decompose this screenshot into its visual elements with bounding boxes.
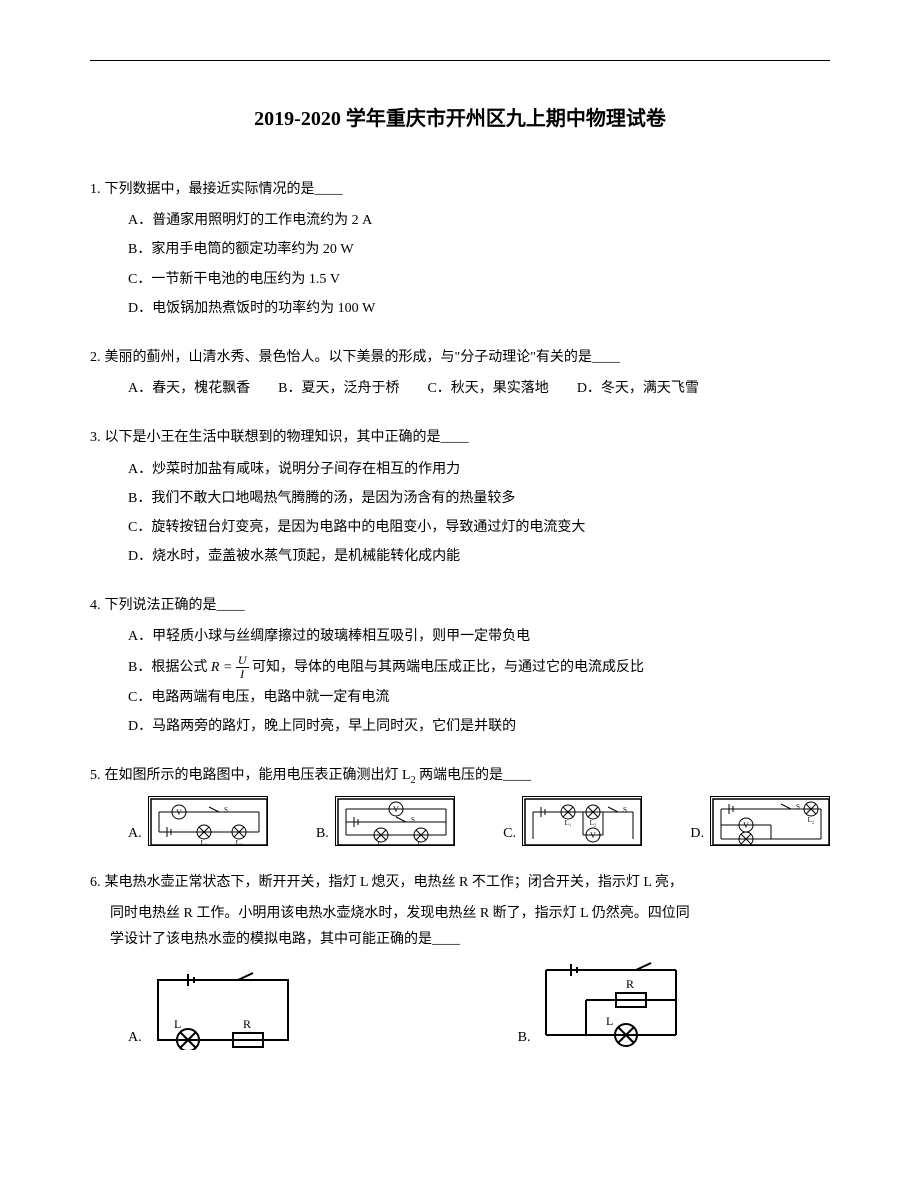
q1-number: 1. [90,177,101,202]
q2-option-c: C．秋天，果实落地 [427,376,548,401]
svg-text:L₂: L₂ [808,816,815,824]
q1-option-d: D．电饭锅加热煮饭时的功率约为 100 W [128,296,830,321]
q4-option-c: C．电路两端有电压，电路中就一定有电流 [128,685,830,710]
q5-c-label: C. [503,821,516,846]
q4-b-pre: B．根据公式 [128,660,211,675]
circuit-diagram-b-icon: V S L₁ L₂ [335,796,455,846]
formula-r-equals: R = [211,660,236,675]
q6-stem-line3: 学设计了该电热水壶的模拟电路，其中可能正确的是____ [90,927,830,952]
q2-option-d: D．冬天，满天飞雪 [577,376,699,401]
q1-option-b: B．家用手电筒的额定功率约为 20 W [128,237,830,262]
header-rule [90,60,830,61]
q3-stem: 以下是小王在生活中联想到的物理知识，其中正确的是____ [105,425,831,450]
svg-text:S: S [796,803,800,811]
svg-text:L₂: L₂ [235,839,242,846]
q5-stem-pre: 在如图所示的电路图中，能用电压表正确测出灯 L [105,768,411,783]
q6-stem-line2: 同时电热丝 R 工作。小明用该电热水壶烧水时，发现电热丝 R 断了，指示灯 L … [90,901,830,926]
svg-text:L₁: L₁ [743,843,750,846]
circuit-diagram-q6a-icon: L R [148,970,298,1050]
q2-number: 2. [90,345,101,370]
circuit-diagram-a-icon: V S L₁ L₂ [148,796,268,846]
q5-option-b: B. V S L₁ L₂ [316,796,455,846]
question-6: 6. 某电热水壶正常状态下，断开开关，指灯 L 熄灭，电热丝 R 不工作；闭合开… [90,870,830,1050]
q1-option-c: C．一节新干电池的电压约为 1.5 V [128,267,830,292]
q6-option-a: A. L R [128,970,298,1050]
q3-number: 3. [90,425,101,450]
q6-b-label: B. [518,1025,531,1050]
q6-option-b: B. R L [518,960,687,1050]
q4-number: 4. [90,593,101,618]
circuit-diagram-q6b-icon: R L [536,960,686,1050]
q4-b-post: 可知，导体的电阻与其两端电压成正比，与通过它的电流成反比 [249,660,645,675]
circuit-diagram-c-icon: S L₁ L₂ V [522,796,642,846]
q2-option-a: A．春天，槐花飘香 [128,376,250,401]
exam-title: 2019-2020 学年重庆市开州区九上期中物理试卷 [90,101,830,137]
question-3: 3. 以下是小王在生活中联想到的物理知识，其中正确的是____ A．炒菜时加盐有… [90,425,830,569]
svg-text:L₂: L₂ [417,841,424,846]
svg-text:V: V [590,831,596,840]
question-2: 2. 美丽的蓟州，山清水秀、景色怡人。以下美景的形成，与"分子动理论"有关的是_… [90,345,830,401]
q5-b-label: B. [316,821,329,846]
svg-text:R: R [626,977,634,991]
q5-option-d: D. S L₂ V L₁ [690,796,830,846]
svg-text:S: S [224,806,228,814]
circuit-diagram-d-icon: S L₂ V L₁ [710,796,830,846]
q4-option-b: B．根据公式 R = UI 可知，导体的电阻与其两端电压成正比，与通过它的电流成… [128,654,830,681]
svg-text:V: V [176,808,182,817]
svg-text:L₂: L₂ [590,819,597,827]
q6-stem-line1: 某电热水壶正常状态下，断开开关，指灯 L 熄灭，电热丝 R 不工作；闭合开关，指… [105,870,831,895]
svg-text:S: S [623,806,627,814]
q5-number: 5. [90,763,101,790]
svg-text:L: L [174,1017,181,1031]
q5-option-a: A. V S L₁ L₂ [128,796,268,846]
q2-option-b: B．夏天，泛舟于桥 [278,376,399,401]
svg-text:L₁: L₁ [200,839,207,846]
svg-text:L: L [606,1014,613,1028]
q2-stem: 美丽的蓟州，山清水秀、景色怡人。以下美景的形成，与"分子动理论"有关的是____ [105,345,831,370]
q5-a-label: A. [128,821,142,846]
q3-option-d: D．烧水时，壶盖被水蒸气顶起，是机械能转化成内能 [128,544,830,569]
question-4: 4. 下列说法正确的是____ A．甲轻质小球与丝绸摩擦过的玻璃棒相互吸引，则甲… [90,593,830,739]
q5-option-c: C. S L₁ L₂ V [503,796,642,846]
q5-stem-post: 两端电压的是____ [416,768,532,783]
q3-option-a: A．炒菜时加盐有咸味，说明分子间存在相互的作用力 [128,457,830,482]
q3-option-c: C．旋转按钮台灯变亮，是因为电路中的电阻变小，导致通过灯的电流变大 [128,515,830,540]
q5-d-label: D. [690,821,704,846]
fraction-icon: UI [236,654,249,681]
q6-number: 6. [90,870,101,895]
svg-text:R: R [243,1017,251,1031]
q6-a-label: A. [128,1025,142,1050]
question-5: 5. 在如图所示的电路图中，能用电压表正确测出灯 L2 两端电压的是____ A… [90,763,830,846]
q3-option-b: B．我们不敢大口地喝热气腾腾的汤，是因为汤含有的热量较多 [128,486,830,511]
svg-text:V: V [743,821,749,830]
q4-stem: 下列说法正确的是____ [105,593,831,618]
question-1: 1. 下列数据中，最接近实际情况的是____ A．普通家用照明灯的工作电流约为 … [90,177,830,321]
svg-text:L₁: L₁ [377,841,384,846]
q5-stem: 在如图所示的电路图中，能用电压表正确测出灯 L2 两端电压的是____ [105,763,831,790]
q4-option-a: A．甲轻质小球与丝绸摩擦过的玻璃棒相互吸引，则甲一定带负电 [128,624,830,649]
q4-option-d: D．马路两旁的路灯，晚上同时亮，早上同时灭，它们是并联的 [128,714,830,739]
svg-text:S: S [411,816,415,824]
svg-text:V: V [393,805,399,814]
svg-text:L₁: L₁ [565,819,572,827]
q1-stem: 下列数据中，最接近实际情况的是____ [105,177,831,202]
q1-option-a: A．普通家用照明灯的工作电流约为 2 A [128,208,830,233]
